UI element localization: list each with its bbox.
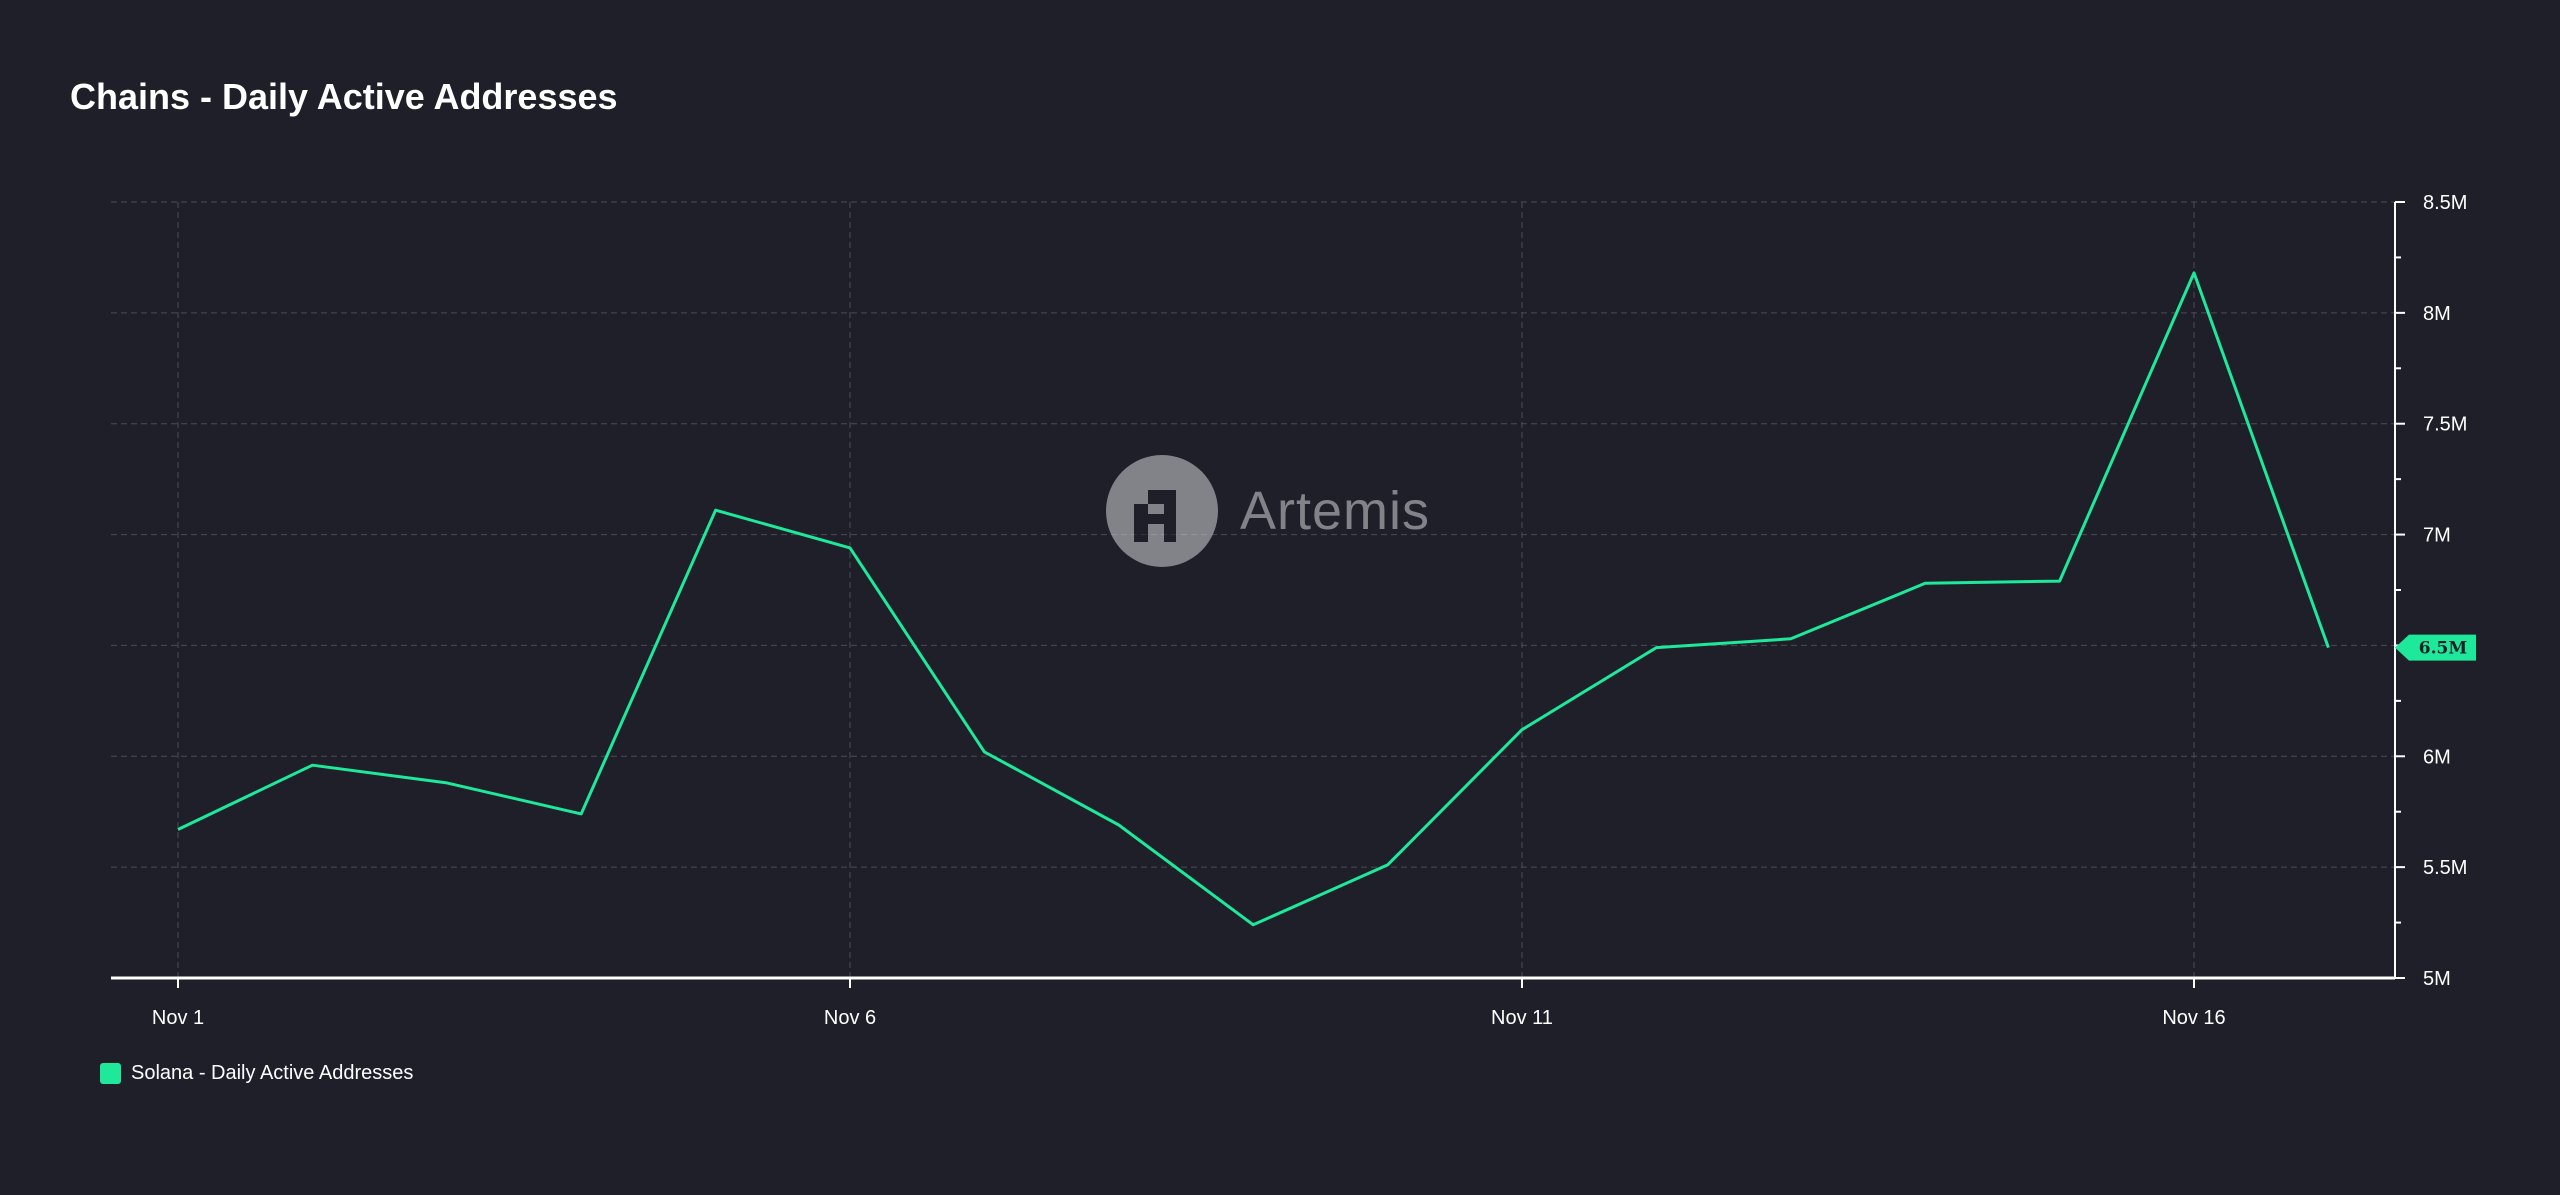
watermark-text: Artemis	[1240, 481, 1431, 541]
x-tick-label: Nov 6	[824, 1007, 876, 1029]
artemis-logo-icon	[1106, 455, 1218, 567]
chart-title: Chains - Daily Active Addresses	[70, 76, 618, 117]
y-tick-label: 8M	[2423, 303, 2451, 325]
y-tick-label: 5.5M	[2423, 857, 2467, 879]
last-value-badge	[2395, 634, 2476, 661]
y-tick-label: 7M	[2423, 525, 2451, 547]
y-tick-label: 5M	[2423, 968, 2451, 990]
artemis-watermark: Artemis	[1106, 455, 1430, 567]
legend-label: Solana - Daily Active Addresses	[131, 1062, 414, 1084]
legend-swatch	[100, 1063, 121, 1084]
last-value-label: 6.5M	[2419, 639, 2468, 659]
y-tick-label: 7.5M	[2423, 414, 2467, 436]
y-tick-label: 8.5M	[2423, 192, 2467, 214]
x-tick-label: Nov 1	[152, 1007, 204, 1029]
x-tick-label: Nov 16	[2162, 1007, 2225, 1029]
chart-legend[interactable]: Solana - Daily Active Addresses	[100, 1062, 413, 1085]
x-tick-label: Nov 11	[1491, 1007, 1553, 1029]
y-tick-label: 6M	[2423, 746, 2451, 768]
series-line	[177, 271, 2330, 927]
